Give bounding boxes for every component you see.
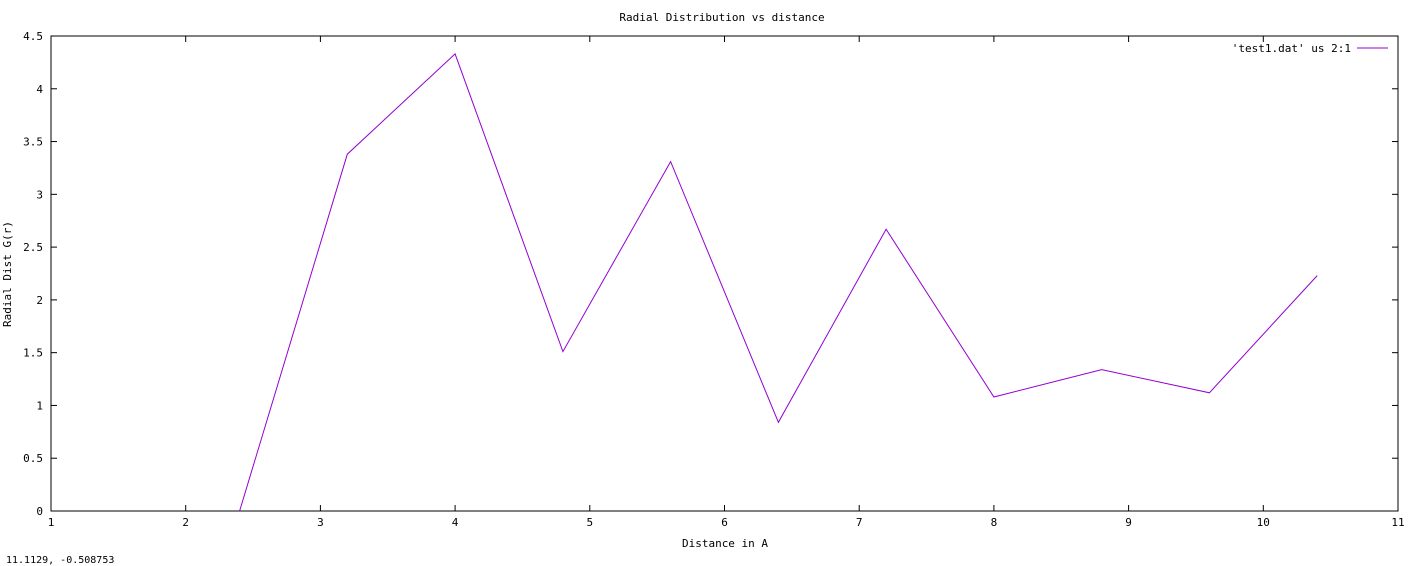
y-axis-label: Radial Dist G(r) — [1, 221, 14, 327]
y-tick-label: 2 — [36, 294, 43, 307]
legend: 'test1.dat' us 2:1 — [1232, 42, 1388, 55]
y-tick-label: 0 — [36, 505, 43, 518]
x-tick-label: 2 — [182, 516, 189, 529]
legend-label: 'test1.dat' us 2:1 — [1232, 42, 1351, 55]
mouse-coordinate-readout: 11.1129, -0.508753 — [6, 555, 114, 566]
x-tick-label: 3 — [317, 516, 324, 529]
x-tick-label: 11 — [1391, 516, 1404, 529]
series-line — [240, 54, 1318, 511]
y-tick-label: 1.5 — [23, 347, 43, 360]
x-tick-label: 7 — [856, 516, 863, 529]
plot-area-border — [51, 36, 1398, 511]
x-tick-label: 1 — [48, 516, 55, 529]
y-tick-label: 3 — [36, 188, 43, 201]
y-tick-label: 1 — [36, 399, 43, 412]
x-axis-label: Distance in A — [682, 537, 768, 550]
x-tick-label: 4 — [452, 516, 459, 529]
axis-ticks: 1 2 3 4 5 6 7 8 9 10 11 0 0.5 1 1.5 2 2.5 3 3.5 4 4.5 — [23, 30, 1405, 529]
chart-title: Radial Distribution vs distance — [619, 11, 824, 24]
x-tick-label: 6 — [721, 516, 728, 529]
y-tick-label: 4.5 — [23, 30, 43, 43]
x-tick-label: 10 — [1257, 516, 1270, 529]
x-tick-label: 9 — [1125, 516, 1132, 529]
y-tick-label: 2.5 — [23, 241, 43, 254]
x-tick-label: 8 — [991, 516, 998, 529]
series-layer — [240, 54, 1318, 511]
x-tick-label: 5 — [586, 516, 593, 529]
y-tick-label: 0.5 — [23, 452, 43, 465]
y-tick-label: 4 — [36, 83, 43, 96]
y-tick-label: 3.5 — [23, 136, 43, 149]
